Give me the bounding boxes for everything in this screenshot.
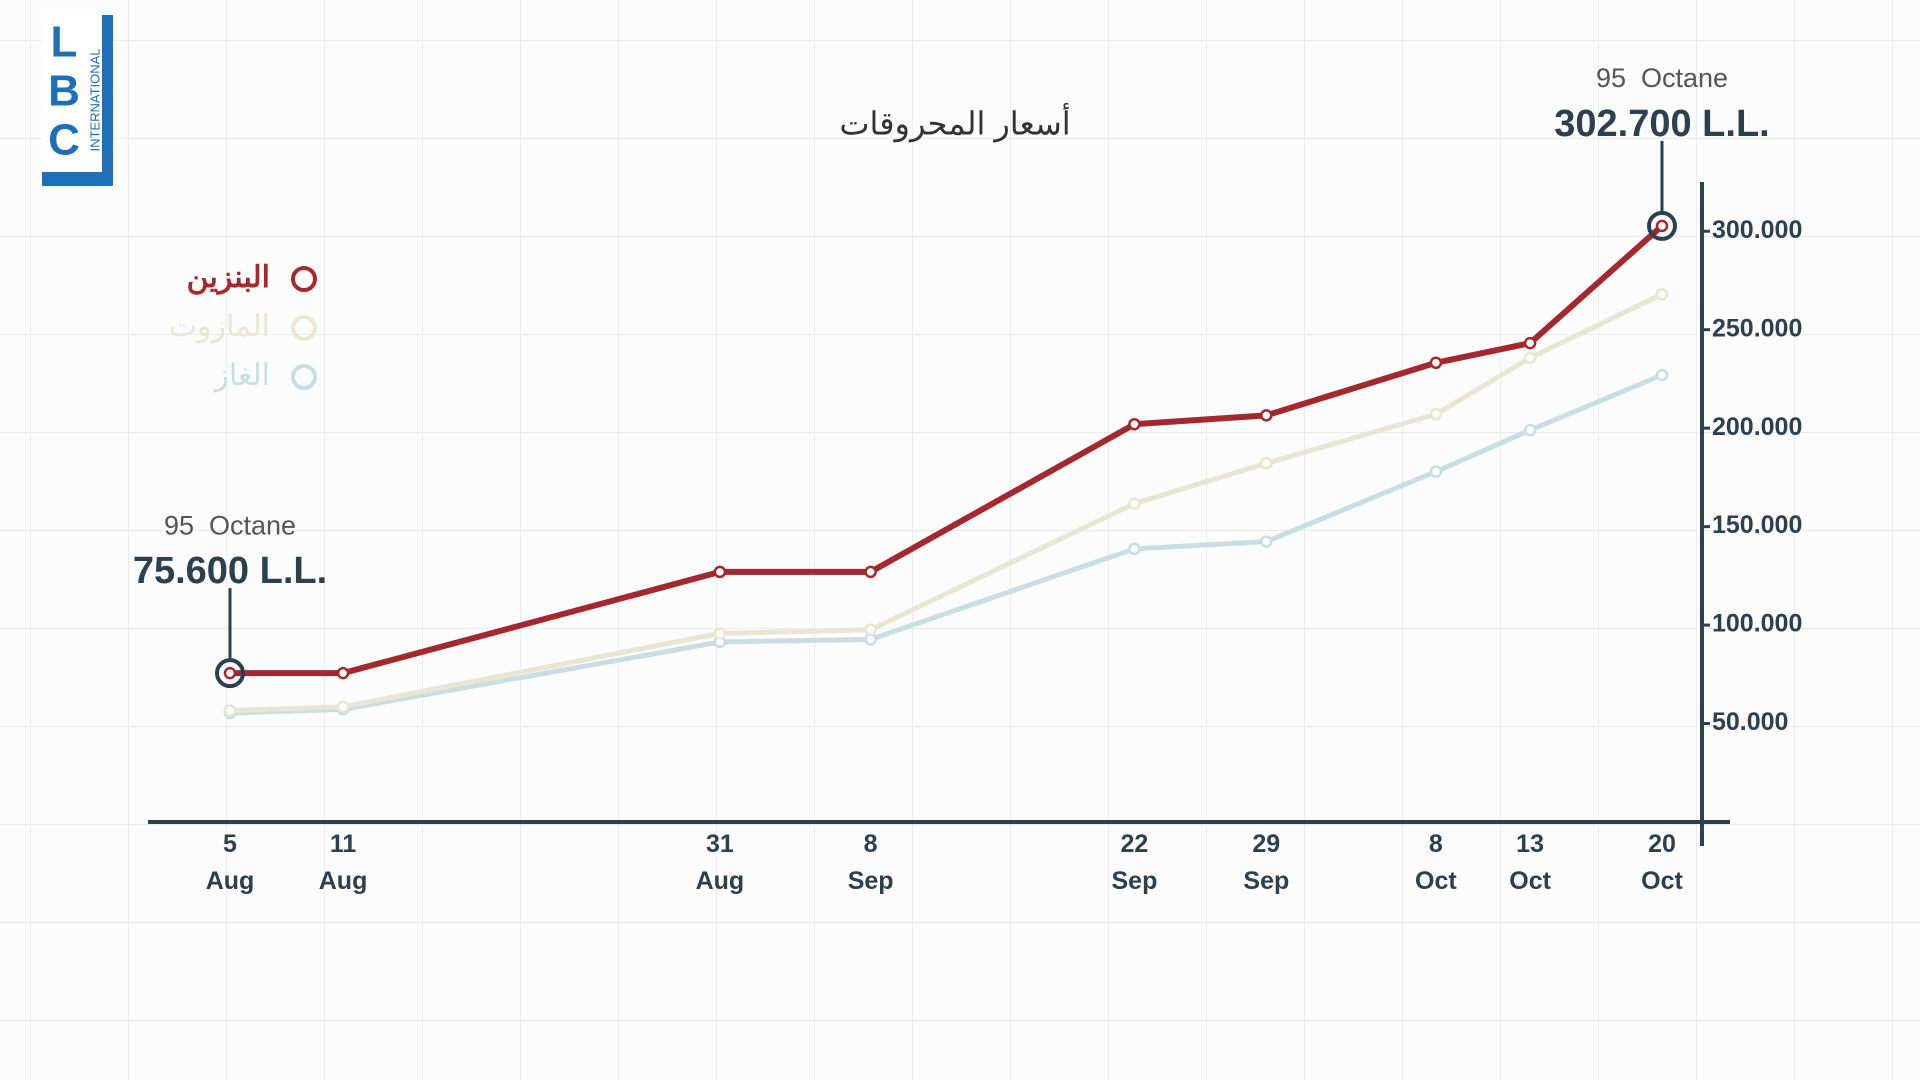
legend-label: الغاز [212, 359, 270, 393]
x-tick-label: 5 Aug [205, 830, 255, 895]
legend-marker [291, 266, 317, 292]
point [1260, 409, 1273, 422]
annotation-text: 95 Octane [1596, 63, 1728, 93]
point [713, 627, 727, 640]
point [336, 700, 350, 714]
annotation-ring [1647, 210, 1677, 241]
x-tick-label: 13 Oct [1509, 830, 1551, 895]
point [864, 565, 877, 579]
legend-label: البنزين [187, 261, 270, 295]
point [1655, 287, 1669, 301]
point [223, 704, 237, 717]
series-line [229, 372, 1663, 716]
point [713, 565, 727, 579]
y-tick-label: 250.000 [1712, 314, 1802, 342]
point [1523, 351, 1537, 365]
x-tick-label: 8 Sep [847, 830, 894, 895]
point [1260, 456, 1273, 470]
point [1429, 465, 1443, 478]
point [223, 666, 237, 680]
logo-bg [42, 15, 113, 186]
series-line [230, 223, 1664, 677]
logo-letter: L [51, 18, 78, 67]
logo-side [102, 15, 113, 186]
x-tick-label: 29 Sep [1243, 830, 1290, 895]
y-tick-label: 100.000 [1712, 610, 1802, 638]
x-tick-label: 31 Aug [695, 830, 745, 895]
chart-title: أسعار المحروقات [839, 102, 1070, 142]
point [1429, 356, 1443, 370]
point [1128, 542, 1141, 556]
annotation-value: 75.600 L.L. [133, 550, 327, 592]
point [336, 666, 350, 680]
point [1523, 336, 1537, 350]
x-tick-label: 20 Oct [1641, 830, 1683, 895]
point [1655, 368, 1669, 382]
logo-bar [42, 172, 113, 186]
point [1260, 535, 1273, 548]
point [1523, 423, 1537, 437]
point [1128, 417, 1141, 431]
legend-marker [291, 364, 317, 390]
legend-label: المازوت [169, 310, 270, 344]
y-tick-label: 200.000 [1712, 413, 1802, 441]
x-tick-label: 11 Aug [318, 830, 368, 895]
x-tick-label: 22 Sep [1111, 830, 1158, 895]
logo-letter: B [48, 67, 80, 116]
annotation-ring [215, 658, 245, 689]
point [1655, 219, 1669, 233]
point [1429, 407, 1443, 421]
y-tick-label: 50.000 [1712, 708, 1788, 736]
legend-marker [291, 315, 317, 341]
annotation-value: 302.700 L.L. [1554, 103, 1769, 145]
y-tick-label: 150.000 [1712, 511, 1802, 539]
point [1128, 497, 1141, 510]
x-tick-label: 8 Oct [1415, 830, 1457, 895]
annotation-text: 95 Octane [164, 510, 296, 540]
logo-letter: C [48, 116, 80, 165]
y-tick-label: 300.000 [1712, 216, 1802, 244]
logo-sub: INTERNATIONAL [87, 48, 102, 151]
point [864, 623, 877, 637]
